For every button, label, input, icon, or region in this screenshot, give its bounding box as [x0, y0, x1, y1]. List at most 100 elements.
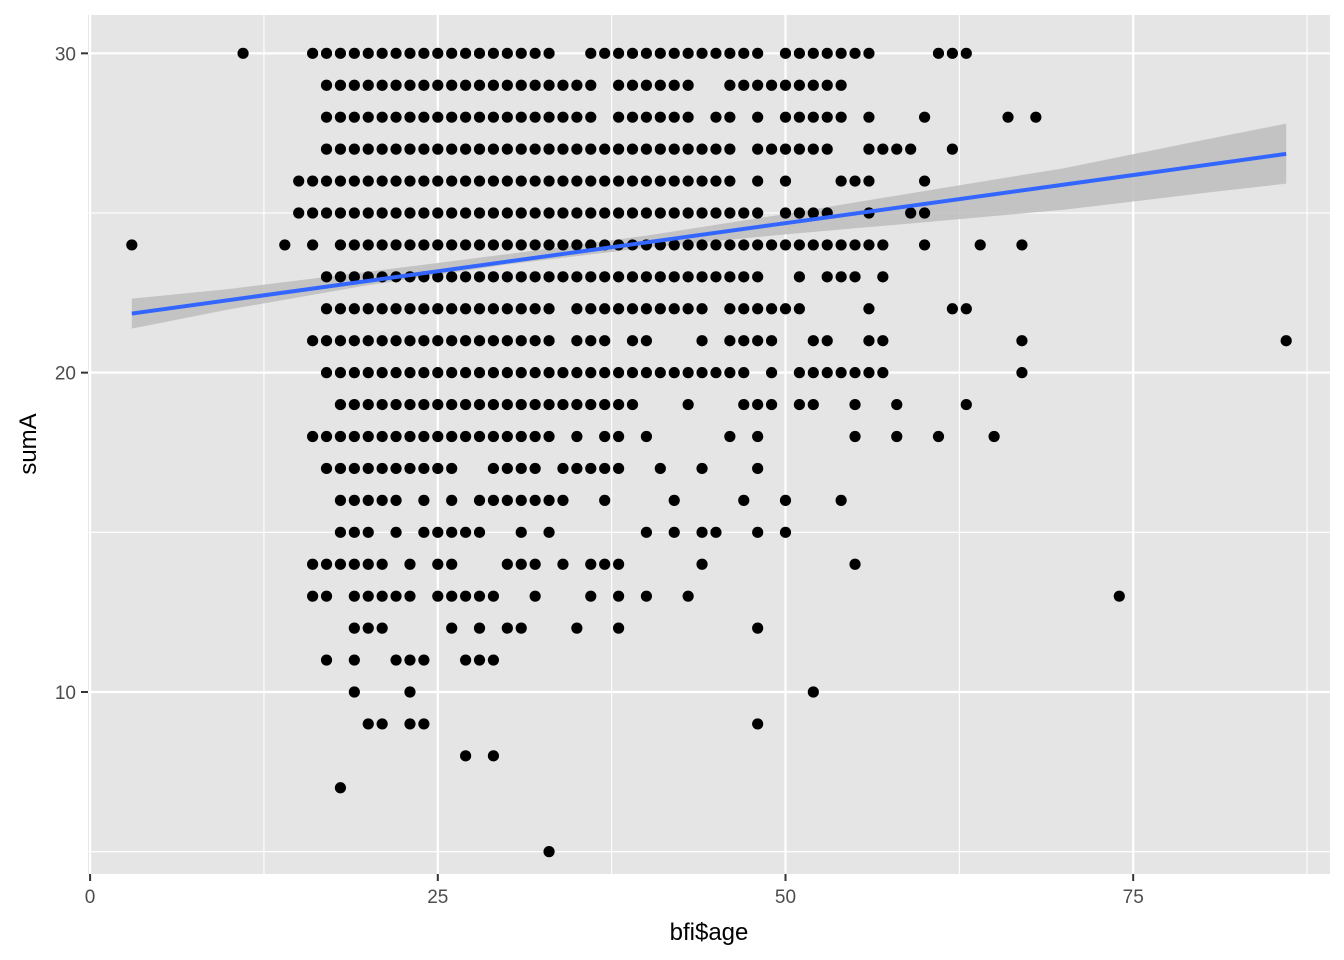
- data-point: [126, 239, 138, 251]
- data-point: [473, 111, 486, 123]
- data-point: [960, 398, 972, 411]
- data-point: [543, 367, 555, 379]
- data-point: [432, 590, 444, 602]
- data-point: [446, 590, 458, 602]
- data-point: [738, 398, 750, 411]
- data-point: [571, 335, 583, 347]
- data-point: [793, 367, 806, 379]
- data-point: [487, 494, 500, 506]
- data-point: [515, 367, 527, 379]
- data-point: [404, 654, 416, 666]
- data-point: [543, 335, 555, 347]
- data-point: [752, 622, 764, 634]
- data-point: [501, 175, 513, 187]
- data-point: [682, 47, 694, 59]
- data-point: [585, 47, 597, 59]
- data-point: [376, 367, 388, 379]
- data-point: [390, 175, 402, 187]
- data-point: [849, 271, 861, 283]
- data-point: [821, 47, 833, 59]
- data-point: [752, 430, 764, 443]
- data-point: [334, 111, 347, 123]
- data-point: [376, 622, 388, 634]
- data-point: [446, 143, 458, 155]
- data-point: [334, 494, 347, 506]
- data-point: [599, 143, 611, 155]
- data-point: [960, 303, 972, 315]
- data-point: [418, 718, 430, 730]
- data-point: [918, 111, 931, 123]
- data-point: [849, 558, 861, 570]
- data-point: [571, 175, 583, 187]
- data-point: [432, 526, 444, 538]
- data-point: [501, 303, 513, 315]
- data-point: [668, 175, 680, 187]
- data-point: [487, 111, 500, 123]
- data-point: [487, 750, 500, 762]
- data-point: [529, 47, 541, 59]
- data-point: [835, 111, 847, 123]
- data-point: [320, 175, 333, 187]
- data-point: [724, 175, 736, 187]
- x-tick-label: 75: [1123, 887, 1144, 908]
- data-point: [724, 143, 736, 155]
- data-point: [362, 143, 374, 155]
- data-point: [599, 303, 611, 315]
- x-tick-label: 25: [427, 887, 448, 908]
- data-point: [877, 143, 889, 155]
- data-point: [599, 430, 611, 443]
- data-point: [807, 686, 819, 698]
- data-point: [612, 590, 625, 602]
- data-point: [487, 398, 500, 411]
- plot-panel: [88, 15, 1330, 874]
- data-point: [835, 367, 847, 379]
- data-point: [557, 398, 569, 411]
- data-point: [640, 335, 653, 347]
- data-point: [446, 303, 458, 315]
- data-point: [752, 526, 764, 538]
- data-point: [626, 367, 639, 379]
- data-point: [738, 367, 750, 379]
- data-point: [654, 462, 666, 475]
- data-point: [626, 335, 639, 347]
- data-point: [626, 207, 639, 219]
- data-point: [779, 79, 792, 91]
- data-point: [376, 79, 388, 91]
- y-tick-label: 10: [55, 683, 76, 704]
- data-point: [515, 430, 527, 443]
- data-point: [682, 79, 694, 91]
- data-point: [752, 462, 764, 475]
- data-point: [891, 398, 903, 411]
- data-point: [446, 622, 458, 634]
- data-point: [543, 430, 555, 443]
- data-point: [599, 558, 611, 570]
- data-point: [376, 175, 388, 187]
- data-point: [905, 207, 917, 219]
- data-point: [821, 335, 833, 347]
- data-point: [418, 303, 430, 315]
- data-point: [765, 335, 778, 347]
- data-point: [821, 111, 833, 123]
- data-point: [863, 335, 875, 347]
- data-point: [515, 175, 527, 187]
- data-point: [320, 271, 333, 283]
- data-point: [752, 175, 764, 187]
- data-point: [807, 335, 819, 347]
- data-point: [348, 398, 360, 411]
- data-point: [640, 526, 653, 538]
- data-point: [446, 207, 458, 219]
- data-point: [404, 47, 416, 59]
- data-point: [473, 143, 486, 155]
- data-point: [432, 398, 444, 411]
- data-point: [724, 47, 736, 59]
- data-point: [529, 271, 541, 283]
- data-point: [946, 47, 958, 59]
- data-point: [487, 143, 500, 155]
- data-point: [960, 47, 972, 59]
- data-point: [640, 367, 653, 379]
- data-point: [752, 79, 764, 91]
- data-point: [432, 462, 444, 475]
- y-axis-title: sumA: [15, 413, 42, 474]
- data-point: [752, 239, 764, 251]
- data-point: [529, 239, 541, 251]
